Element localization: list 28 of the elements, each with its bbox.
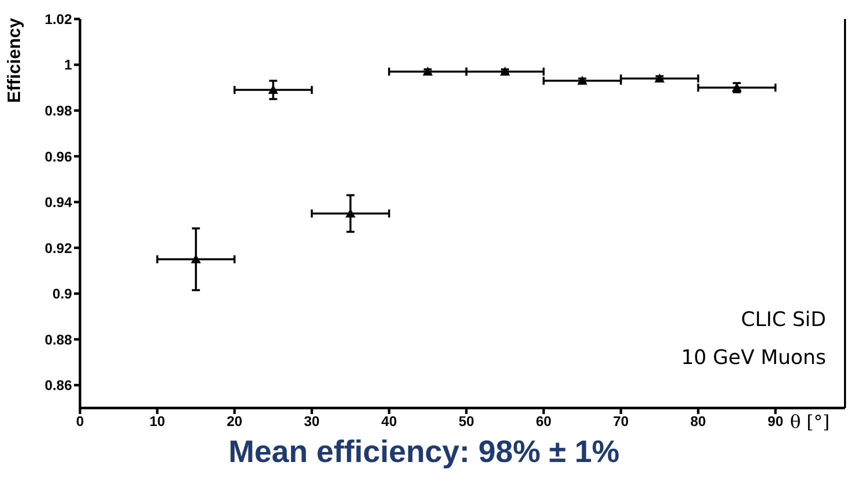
- y-tick-label: 0.98: [44, 102, 72, 118]
- text: Mean efficiency: 98% ± 1%: [228, 434, 620, 470]
- y-tick-label: 1.02: [44, 10, 72, 27]
- y-axis-title: Efficiency: [4, 18, 25, 106]
- x-tick-label: 70: [613, 412, 629, 429]
- y-tick-label: 0.86: [44, 377, 72, 394]
- point: [268, 84, 278, 94]
- x-tick-label: 50: [458, 412, 474, 429]
- annotation: 10 GeV Muons: [681, 344, 826, 371]
- point: [654, 73, 665, 82]
- x-tick-label: 60: [536, 412, 552, 429]
- x-tick-label: 10: [149, 412, 166, 429]
- y-tick-label: 0.94: [44, 194, 72, 210]
- y-tick-label: 0.96: [44, 148, 72, 164]
- x-tick-label: 0: [76, 412, 84, 429]
- y-tick-label: 0.92: [44, 240, 72, 256]
- y-tick-label: 1: [64, 56, 72, 73]
- point: [345, 208, 356, 218]
- x-tick-label: 80: [690, 412, 706, 429]
- point: [190, 254, 201, 264]
- annotation: CLIC SiD: [740, 306, 826, 333]
- x-tick-label: 90: [768, 412, 784, 429]
- x-tick-label: 20: [226, 412, 243, 429]
- x-axis-title: θ [°]: [790, 412, 830, 433]
- y-tick-label: 0.88: [44, 331, 72, 348]
- x-tick-label: 30: [304, 412, 320, 429]
- y-tick-label: 0.9: [52, 286, 72, 302]
- x-tick-label: 40: [381, 412, 398, 429]
